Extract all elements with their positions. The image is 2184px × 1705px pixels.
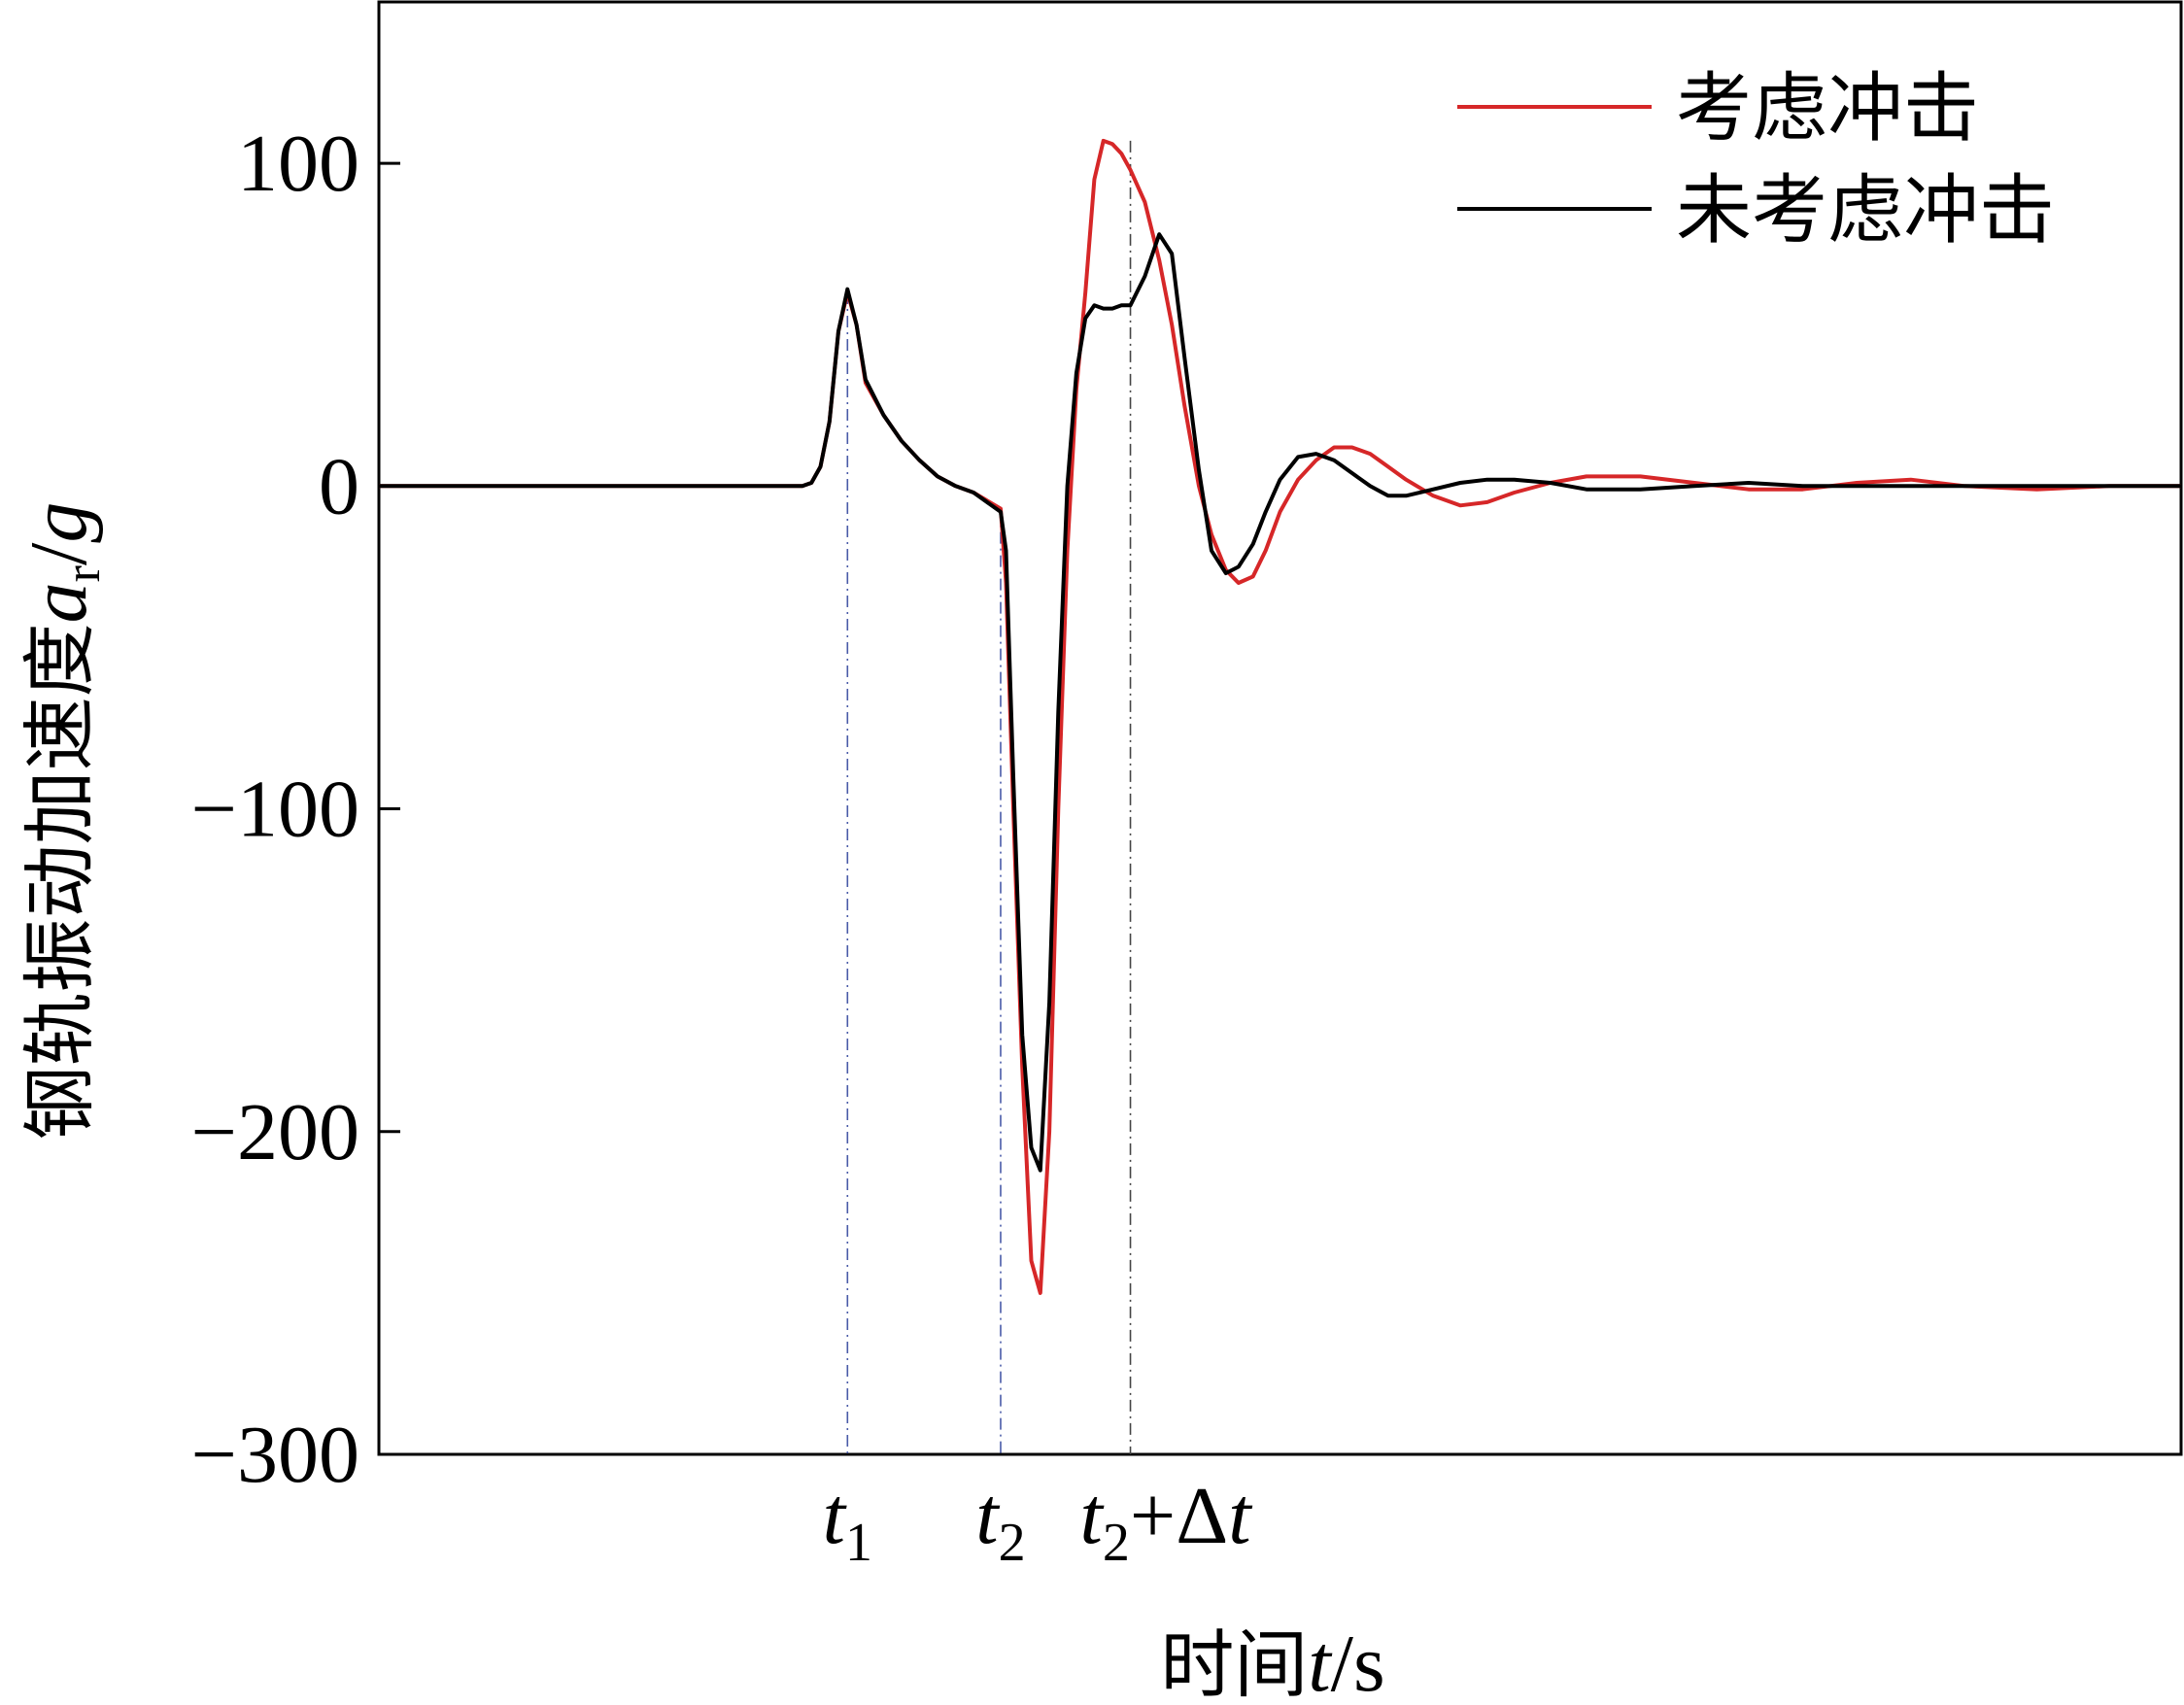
y-axis-title-sub: r	[55, 565, 111, 582]
y-axis: 100 0 −100 −200 −300	[191, 119, 400, 1500]
x-axis-title-prefix: 时间	[1160, 1621, 1308, 1705]
y-tick-label: −100	[191, 765, 359, 855]
x-axis-markers: t1 t2 t2+Δt	[823, 1471, 1254, 1573]
x-marker-label: t2+Δt	[1080, 1471, 1254, 1573]
x-marker-label: t1	[823, 1471, 872, 1573]
legend-label: 未考虑冲击	[1676, 167, 2055, 255]
x-axis-title-var: t	[1308, 1619, 1333, 1705]
y-axis-title-slash: /	[14, 542, 104, 565]
x-marker-label: t2	[975, 1471, 1025, 1573]
y-axis-title: 钢轨振动加速度ar/g	[14, 502, 111, 1141]
y-axis-title-var2: g	[14, 502, 104, 543]
legend-label: 考虑冲击	[1676, 65, 1979, 153]
plot-area	[377, 0, 2183, 1456]
y-tick-label: −300	[191, 1410, 359, 1500]
series-line-1	[379, 138, 2181, 1295]
y-axis-title-var: a	[14, 582, 104, 623]
x-axis-title-suffix: /s	[1331, 1619, 1385, 1705]
plot-frame	[377, 0, 2183, 1456]
y-tick-label: 0	[319, 441, 359, 531]
series-line-2	[379, 232, 2181, 1173]
x-axis-title: 时间t/s	[1160, 1619, 1384, 1705]
svg-text:钢轨振动加速度ar/g: 钢轨振动加速度ar/g	[14, 502, 111, 1141]
y-tick-label: −200	[191, 1087, 359, 1177]
series-lines	[379, 138, 2181, 1295]
y-tick-label: 100	[237, 119, 359, 209]
y-axis-title-prefix: 钢轨振动加速度	[17, 623, 103, 1140]
marker-lines	[846, 140, 1132, 1454]
svg-text:时间t/s: 时间t/s	[1160, 1619, 1384, 1705]
